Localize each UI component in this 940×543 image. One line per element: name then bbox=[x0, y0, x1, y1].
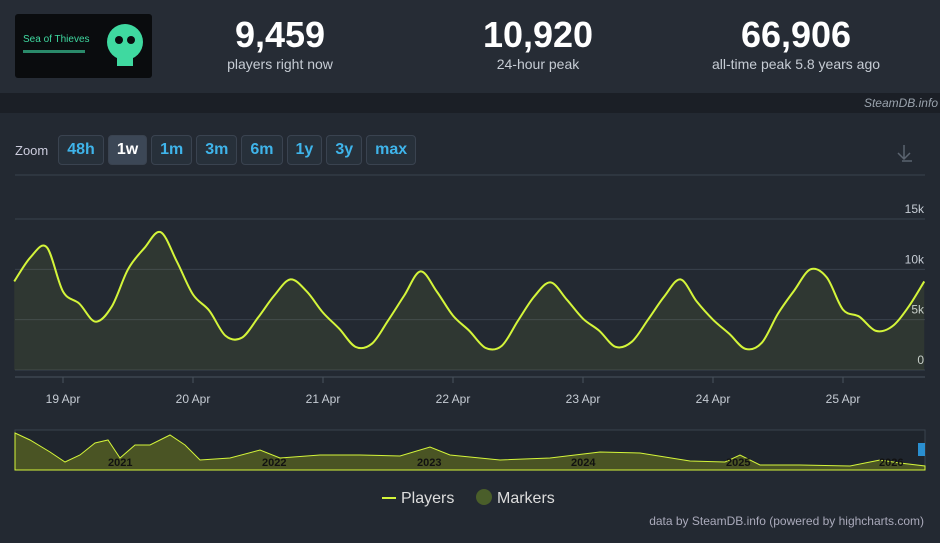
navigator-label: 2021 bbox=[108, 457, 132, 469]
legend-label[interactable]: Players bbox=[401, 490, 454, 507]
x-tick-label: 23 Apr bbox=[566, 392, 601, 406]
y-tick-label: 10k bbox=[905, 252, 925, 266]
zoom-button[interactable]: max bbox=[366, 135, 417, 165]
navigator-label: 2024 bbox=[571, 457, 596, 469]
x-tick-label: 25 Apr bbox=[826, 392, 861, 406]
navigator-label: 2026 bbox=[879, 457, 903, 469]
y-tick-label: 15k bbox=[905, 202, 925, 216]
legend-label[interactable]: Markers bbox=[497, 490, 555, 507]
stat-value: 10,920 bbox=[482, 14, 594, 55]
stat: 66,906 all-time peak 5.8 years ago bbox=[676, 14, 916, 72]
y-tick-label: 5k bbox=[911, 303, 925, 317]
game-logo: Sea of Thieves bbox=[15, 14, 152, 78]
zoom-button[interactable]: 3y bbox=[326, 135, 363, 165]
navigator-line bbox=[14, 432, 926, 471]
navigator-label: 2023 bbox=[417, 457, 441, 469]
stat-value: 66,906 bbox=[740, 14, 852, 55]
stat-label: 24-hour peak bbox=[496, 56, 580, 72]
x-tick-label: 20 Apr bbox=[176, 392, 211, 406]
stat-label: players right now bbox=[227, 56, 333, 72]
footer: data by SteamDB.info (powered by highcha… bbox=[649, 514, 924, 528]
chart-panel bbox=[0, 113, 940, 543]
navigator-handle[interactable] bbox=[918, 443, 925, 456]
stat-label: all-time peak 5.8 years ago bbox=[711, 56, 881, 72]
credit: SteamDB.info bbox=[863, 96, 938, 110]
navigator-label: 2025 bbox=[726, 457, 750, 469]
stat-value: 9,459 bbox=[234, 14, 326, 55]
area bbox=[14, 231, 925, 370]
x-tick-label: 19 Apr bbox=[46, 392, 81, 406]
navigator-label: 2022 bbox=[262, 457, 286, 469]
download-icon[interactable] bbox=[897, 145, 912, 162]
x-tick-label: 22 Apr bbox=[436, 392, 471, 406]
zoom-button[interactable]: 48h bbox=[58, 135, 104, 165]
stat: 9,459 players right now bbox=[160, 14, 400, 72]
x-tick-label: 21 Apr bbox=[306, 392, 341, 406]
svg-text:Sea of Thieves: Sea of Thieves bbox=[23, 34, 90, 45]
stats-bar: Sea of Thieves 9,459 players right now 10,… bbox=[0, 0, 940, 93]
zoom-button[interactable]: 1w bbox=[107, 135, 148, 165]
zoom-button[interactable]: 3m bbox=[196, 135, 238, 165]
stat: 10,920 24-hour peak bbox=[418, 14, 658, 72]
zoom-label: Zoom bbox=[15, 142, 49, 158]
line bbox=[13, 230, 926, 351]
y-tick-label: 0 bbox=[917, 353, 924, 367]
legend-marker bbox=[476, 489, 492, 505]
zoom-bar: Zoom 48h 1w 1m 3m 6m 1y 3y max bbox=[15, 135, 417, 165]
zoom-button[interactable]: 1y bbox=[286, 135, 323, 165]
zoom-button[interactable]: 6m bbox=[241, 135, 283, 165]
x-tick-label: 24 Apr bbox=[696, 392, 731, 406]
zoom-button[interactable]: 1m bbox=[151, 135, 193, 165]
